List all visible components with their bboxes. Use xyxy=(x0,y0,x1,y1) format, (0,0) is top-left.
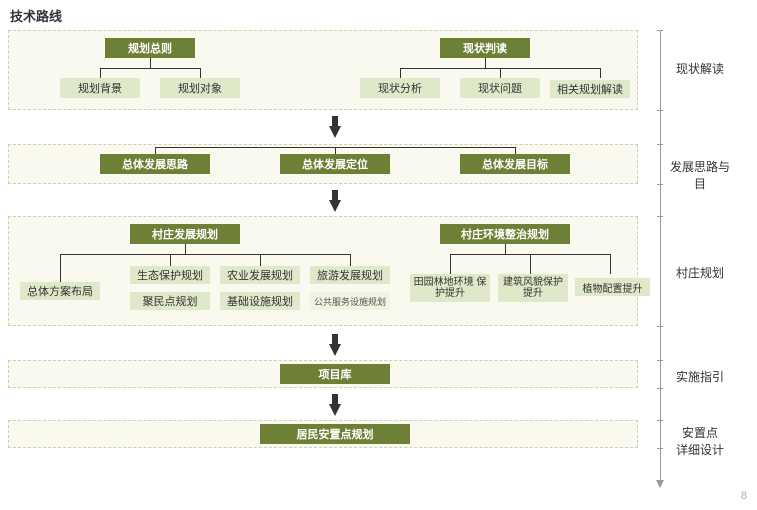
arrow-head-0 xyxy=(329,126,341,138)
connector-11 xyxy=(155,147,156,154)
node-3: 规划对象 xyxy=(160,78,240,98)
node-5: 现状问题 xyxy=(460,78,540,98)
connector-1 xyxy=(100,68,200,69)
node-17: 基础设施规划 xyxy=(220,292,300,310)
connector-0 xyxy=(150,58,151,68)
node-0: 规划总则 xyxy=(105,38,195,58)
node-10: 村庄发展规划 xyxy=(130,224,240,244)
node-9: 总体发展目标 xyxy=(460,154,570,174)
connector-13 xyxy=(185,244,186,254)
side-label-1: 发展思路与目 xyxy=(670,158,730,192)
connector-18 xyxy=(350,254,351,266)
section-box-0 xyxy=(8,30,638,110)
connector-17 xyxy=(260,254,261,266)
side-tick-6 xyxy=(657,360,663,361)
connector-2 xyxy=(100,68,101,78)
side-label-0: 现状解读 xyxy=(670,60,730,77)
connector-12 xyxy=(515,147,516,154)
arrow-stem-2 xyxy=(332,334,338,344)
side-tick-7 xyxy=(657,388,663,389)
connector-4 xyxy=(485,58,486,68)
node-15: 旅游发展规划 xyxy=(310,266,390,284)
node-18: 公共服务设施规划 xyxy=(310,292,390,310)
node-7: 总体发展思路 xyxy=(100,154,210,174)
arrow-stem-0 xyxy=(332,116,338,126)
side-label-2: 村庄规划 xyxy=(670,264,730,281)
connector-15 xyxy=(60,254,61,282)
connector-14 xyxy=(60,254,350,255)
connector-10 xyxy=(155,147,515,148)
connector-7 xyxy=(500,68,501,78)
node-21: 植物配置提升 xyxy=(575,278,650,296)
node-13: 生态保护规划 xyxy=(130,266,210,284)
node-22: 项目库 xyxy=(280,364,390,384)
connector-22 xyxy=(530,254,531,274)
connector-16 xyxy=(170,254,171,266)
arrow-stem-1 xyxy=(332,190,338,200)
node-16: 聚民点规划 xyxy=(130,292,210,310)
side-tick-8 xyxy=(657,420,663,421)
side-tick-9 xyxy=(657,448,663,449)
connector-19 xyxy=(505,244,506,254)
side-line xyxy=(660,30,661,480)
node-4: 现状分析 xyxy=(360,78,440,98)
page-number: 8 xyxy=(741,490,747,502)
node-8: 总体发展定位 xyxy=(280,154,390,174)
connector-21 xyxy=(450,254,451,274)
side-tick-5 xyxy=(657,326,663,327)
connector-23 xyxy=(610,254,611,274)
node-19: 田园林地环境 保护提升 xyxy=(410,274,490,302)
arrow-head-2 xyxy=(329,344,341,356)
side-tick-4 xyxy=(657,216,663,217)
side-tick-1 xyxy=(657,110,663,111)
node-2: 规划背景 xyxy=(60,78,140,98)
connector-8 xyxy=(600,68,601,78)
side-label-4: 安置点 详细设计 xyxy=(670,424,730,458)
node-11: 村庄环境整治规划 xyxy=(440,224,570,244)
page-title: 技术路线 xyxy=(10,6,62,25)
side-tick-3 xyxy=(657,184,663,185)
node-14: 农业发展规划 xyxy=(220,266,300,284)
side-label-3: 实施指引 xyxy=(670,368,730,385)
node-1: 现状判读 xyxy=(440,38,530,58)
connector-9 xyxy=(335,147,336,154)
node-23: 居民安置点规划 xyxy=(260,424,410,444)
node-6: 相关规划解读 xyxy=(550,80,630,98)
side-arrow-icon xyxy=(656,480,664,488)
arrow-head-3 xyxy=(329,404,341,416)
side-tick-0 xyxy=(657,30,663,31)
connector-3 xyxy=(200,68,201,78)
connector-6 xyxy=(400,68,401,78)
arrow-head-1 xyxy=(329,200,341,212)
node-12: 总体方案布局 xyxy=(20,282,100,300)
arrow-stem-3 xyxy=(332,394,338,404)
node-20: 建筑风貌保护 提升 xyxy=(498,274,568,302)
side-tick-2 xyxy=(657,144,663,145)
